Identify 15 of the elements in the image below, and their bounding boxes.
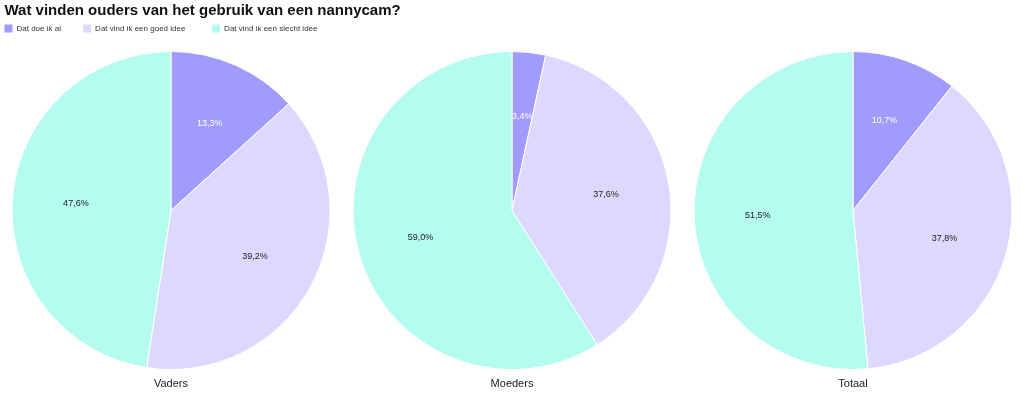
legend-label: Dat doe ik al (16, 24, 62, 33)
legend-label: Dat vind ik een slecht idee (224, 24, 319, 33)
data-label: 39,2% (242, 250, 268, 261)
data-label: 47,6% (63, 198, 89, 209)
legend-label: Dat vind ik een goed idee (95, 24, 186, 33)
data-label: 59,0% (407, 232, 434, 243)
text: Moeders (490, 376, 534, 389)
data-label: 10,7% (871, 115, 898, 126)
data-label: 37,8% (931, 232, 958, 243)
data-label: 13,3% (196, 118, 223, 129)
chart-title: Wat vinden ouders van het gebruik van een nannycam? (4, 1, 401, 18)
text: Totaal (838, 376, 868, 389)
text: Vaders (153, 376, 189, 389)
data-label: 51,5% (744, 209, 771, 220)
data-label: 37,6% (593, 188, 619, 199)
